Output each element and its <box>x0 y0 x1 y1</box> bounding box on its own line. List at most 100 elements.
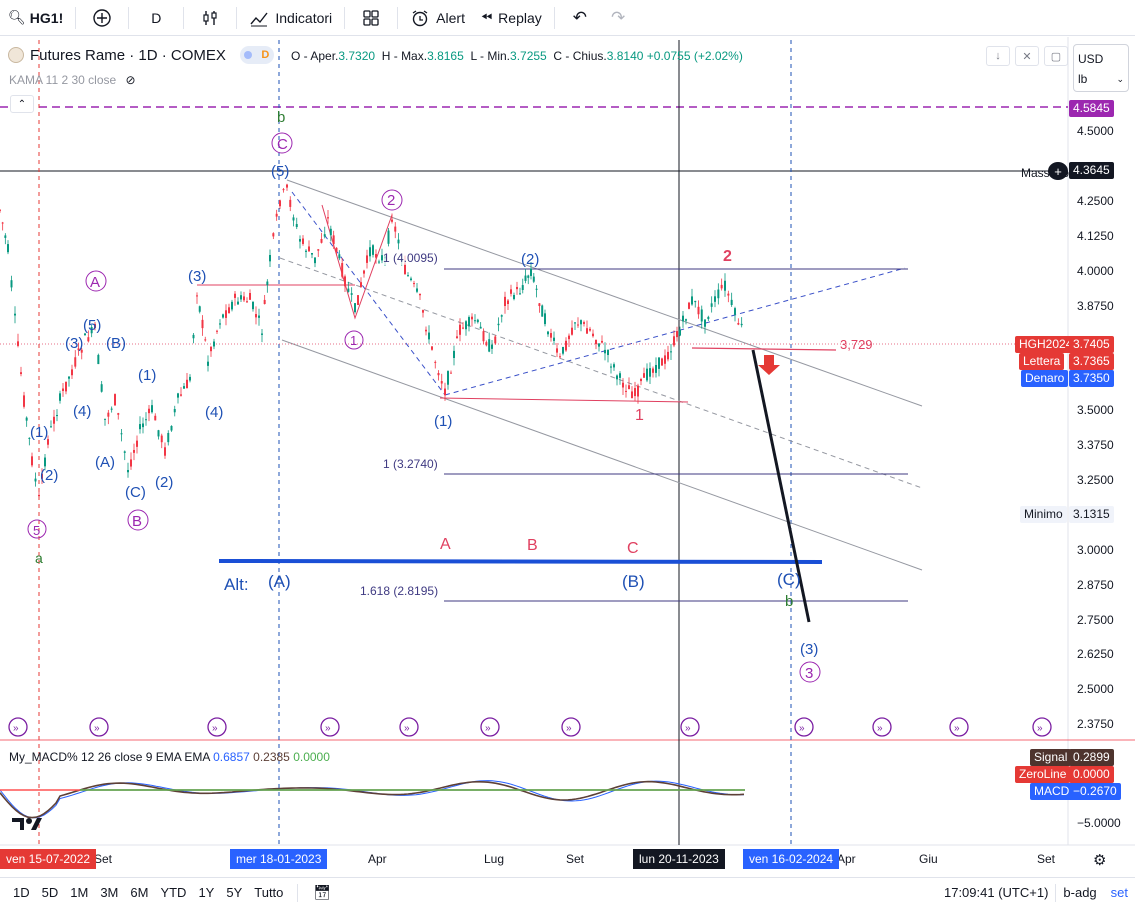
unit-select[interactable]: lb ⌄ <box>1078 69 1124 89</box>
svg-text:»: » <box>685 723 691 734</box>
hgh-price: 3.7405 <box>1069 336 1114 353</box>
move-down-button[interactable]: ↓ <box>986 46 1010 66</box>
x-label-2: Lug <box>484 852 505 866</box>
collapse-pane-button[interactable]: ✕ <box>1015 46 1039 66</box>
macd-legend[interactable]: My_MACD% 12 26 close 9 EMA EMA 0.6857 0.… <box>9 750 330 764</box>
svg-text:»: » <box>954 723 960 734</box>
x-label-4: Apr <box>837 852 856 866</box>
svg-text:»: » <box>94 723 100 734</box>
badge-letter: D <box>261 49 270 61</box>
channel-top[interactable] <box>286 179 923 407</box>
price-tick: 3.8750 <box>1077 299 1114 313</box>
trend-blue-dashed[interactable] <box>444 267 906 396</box>
svg-text:(3): (3) <box>800 641 818 658</box>
maximize-icon: ▢ <box>1050 50 1062 63</box>
add-alert-button[interactable]: + <box>1048 162 1068 180</box>
session-toggle[interactable]: set <box>1110 885 1128 900</box>
macd-v2: 0.2385 <box>253 750 290 764</box>
layouts-button[interactable] <box>349 0 393 36</box>
blue-support-line[interactable] <box>218 559 823 564</box>
macd-label: MACD <box>1030 783 1074 800</box>
range-tutto[interactable]: Tutto <box>254 885 284 900</box>
adj-toggle[interactable]: b-adg <box>1063 885 1097 900</box>
replay-label: Replay <box>498 9 542 26</box>
svg-text:»: » <box>799 723 805 734</box>
ask-price: 3.7365 <box>1069 353 1114 370</box>
interval-button[interactable]: D <box>133 0 179 36</box>
chart-type-button[interactable] <box>188 0 232 36</box>
low-value: 3.7255 <box>510 49 547 63</box>
svg-text:»: » <box>1037 723 1043 734</box>
market-status-badge[interactable]: D <box>239 46 274 64</box>
undo-button[interactable]: ↶ <box>559 0 601 36</box>
price-tick: 4.1250 <box>1077 229 1114 243</box>
indicators-label: Indicatori <box>275 9 333 26</box>
signal-value: 0.2899 <box>1069 749 1114 766</box>
clock[interactable]: 17:09:41 (UTC+1) <box>943 885 1049 900</box>
channel-bottom[interactable] <box>281 339 923 571</box>
x-label-1: Apr <box>368 852 387 866</box>
redo-button[interactable]: ↷ <box>601 0 635 36</box>
price-tick: 3.5000 <box>1077 403 1114 417</box>
goto-date-button[interactable]: 📅︎ <box>306 884 338 901</box>
range-1y[interactable]: 1Y <box>198 885 215 900</box>
range-ytd[interactable]: YTD <box>160 885 187 900</box>
macd-v3: 0.0000 <box>293 750 330 764</box>
indicators-icon <box>250 12 268 26</box>
indicators-button[interactable]: Indicatori <box>241 0 340 36</box>
fib-label-top: 1 (4.0095) <box>383 251 438 265</box>
chart-canvas[interactable]: b C (5) 2 1 A (3) (5) (3) (B) (1) (4) (4… <box>0 0 1135 877</box>
projection-line[interactable] <box>751 349 811 623</box>
calendar-icon: 📅︎ <box>313 884 332 900</box>
red-label-a: A <box>440 536 451 553</box>
channel-mid[interactable] <box>279 257 923 489</box>
range-6m[interactable]: 6M <box>130 885 149 900</box>
price-tick: 2.6250 <box>1077 647 1114 661</box>
close-prefix: C - Chius. <box>553 49 607 63</box>
svg-text:(3): (3) <box>65 335 83 352</box>
compare-button[interactable] <box>80 0 124 36</box>
high-value: 3.8165 <box>427 49 464 63</box>
top-toolbar: 🔍︎ HG1! D Indicatori Alert ⏪︎ Replay ↶ ↷ <box>0 0 1135 36</box>
replay-button[interactable]: ⏪︎ Replay <box>473 0 550 36</box>
svg-text:1: 1 <box>350 333 357 348</box>
unit-selector[interactable]: USD lb ⌄ <box>1073 44 1129 92</box>
low-prefix: L - Min. <box>470 49 511 63</box>
range-5y[interactable]: 5Y <box>226 885 243 900</box>
alert-button[interactable]: Alert <box>402 0 473 36</box>
red-price-line[interactable] <box>691 347 837 351</box>
macd-tick: −5.0000 <box>1077 816 1121 830</box>
collapse-legend-button[interactable]: ⌃ <box>10 95 34 113</box>
svg-text:»: » <box>566 723 572 734</box>
pane-buttons: ↓ ✕ ▢ <box>986 46 1073 66</box>
event-markers[interactable]: » » » » » » » » » » » » <box>8 717 1052 737</box>
macd-v1: 0.6857 <box>213 750 250 764</box>
currency-select[interactable]: USD <box>1078 49 1124 69</box>
range-3m[interactable]: 3M <box>100 885 119 900</box>
open-value: 3.7320 <box>338 49 376 63</box>
maximize-pane-button[interactable]: ▢ <box>1044 46 1068 66</box>
fib-label-bottom: 1 (3.2740) <box>383 457 438 471</box>
svg-text:b: b <box>785 593 793 610</box>
kama-indicator[interactable]: KAMA 11 2 30 close ⊘ <box>9 73 136 87</box>
eye-hidden-icon[interactable]: ⊘ <box>125 73 136 87</box>
unit-value: lb <box>1078 72 1088 86</box>
svg-text:(1): (1) <box>434 413 452 430</box>
bid-label: Denaro <box>1021 370 1069 387</box>
svg-text:(5): (5) <box>271 163 289 180</box>
svg-text:C: C <box>277 136 288 153</box>
chart-title: Futures Rame · 1D · COMEX <box>30 46 226 64</box>
alt-label: Alt: <box>224 575 249 594</box>
svg-text:(C): (C) <box>125 484 146 501</box>
range-5d[interactable]: 5D <box>41 885 59 900</box>
hgh-label: HGH2024 <box>1015 336 1077 353</box>
range-1d[interactable]: 1D <box>13 885 30 900</box>
settings-gear-icon[interactable]: ⚙ <box>1093 852 1107 869</box>
symbol-search[interactable]: 🔍︎ HG1! <box>0 0 71 36</box>
alert-price-label[interactable]: 4.5845 <box>1069 100 1114 117</box>
svg-text:»: » <box>485 723 491 734</box>
chart-legend[interactable]: Futures Rame · 1D · COMEX D <box>8 46 274 64</box>
range-1m[interactable]: 1M <box>70 885 89 900</box>
undo-icon: ↶ <box>572 7 588 27</box>
search-icon: 🔍︎ <box>8 9 26 25</box>
